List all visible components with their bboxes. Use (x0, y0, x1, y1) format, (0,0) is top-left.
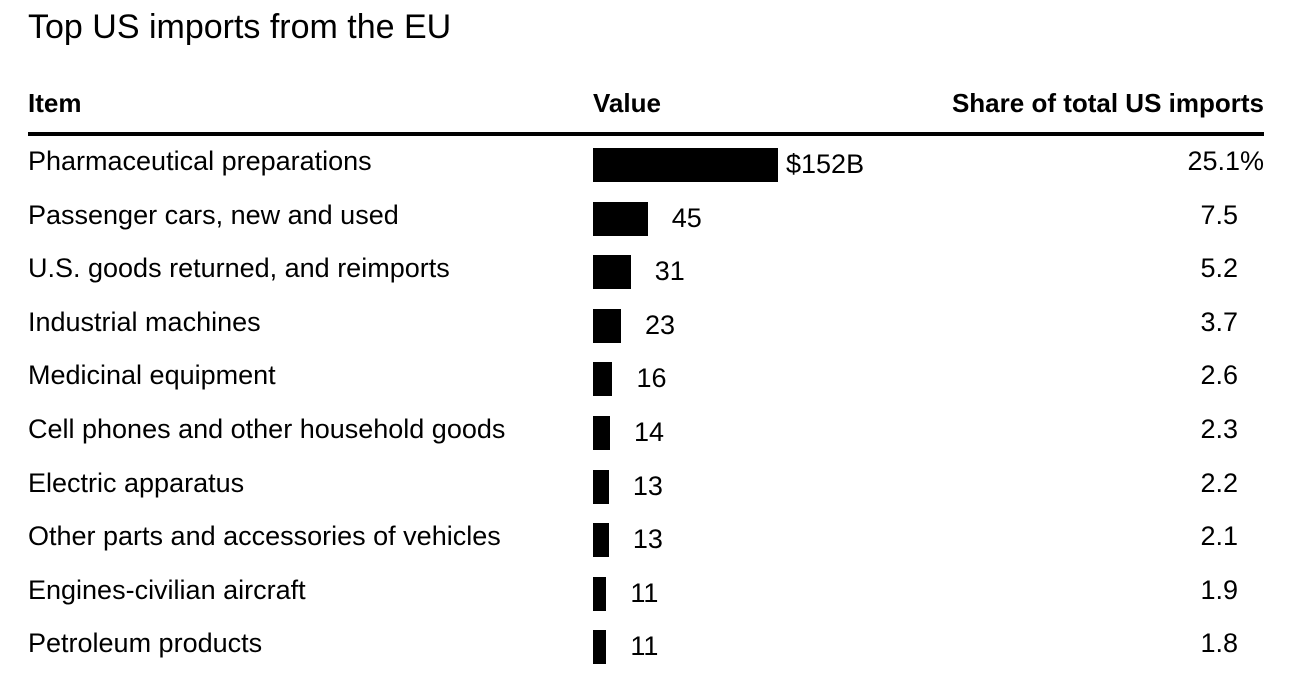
row-label: Pharmaceutical preparations (28, 146, 372, 176)
bar-value-label: 31 (654, 256, 685, 287)
bar (593, 523, 609, 558)
table-row: Industrial machines 23 3.7 (0, 296, 1292, 349)
table-row: Cell phones and other household goods 14 2… (0, 403, 1292, 456)
bar (593, 416, 611, 450)
table-row: Pharmaceutical preparations $152B 25.1% (0, 135, 1292, 188)
bar (593, 255, 631, 290)
column-header-item: Item (28, 88, 82, 118)
share-value: 2.3 (1200, 414, 1238, 444)
table-row: Passenger cars, new and used 45 7.5 (0, 189, 1292, 242)
bar-value-label: 23 (644, 309, 676, 340)
share-value: 5.2 (1200, 253, 1238, 284)
row-label: Engines-civilian aircraft (28, 574, 306, 605)
table-row: U.S. goods returned, and reimports 31 5.2 (0, 242, 1292, 295)
row-label: U.S. goods returned, and reimports (28, 253, 450, 284)
share-value: 3.7 (1200, 306, 1238, 337)
share-value: 25.1% (1187, 146, 1264, 176)
bar-value-label: $152B (786, 149, 865, 179)
row-label: Electric apparatus (28, 467, 245, 498)
share-value: 2.6 (1200, 360, 1238, 391)
column-header-share: Share of total US imports (951, 88, 1264, 118)
chart-title: Top US imports from the EU (28, 8, 452, 46)
row-label: Passenger cars, new and used (28, 199, 399, 230)
bar (593, 308, 621, 343)
share-value: 1.9 (1200, 574, 1238, 605)
row-label: Industrial machines (28, 306, 261, 337)
bar-value-label: 13 (632, 470, 663, 501)
bar-value-label: 11 (630, 577, 659, 608)
row-label: Other parts and accessories of vehicles (28, 521, 501, 552)
share-value: 7.5 (1200, 199, 1238, 230)
table-row: Other parts and accessories of vehicles 1… (0, 510, 1292, 563)
bar (593, 201, 648, 236)
bar-value-label: 13 (632, 524, 663, 555)
bar (593, 576, 607, 611)
header-divider (28, 132, 1264, 136)
bar-value-label: 45 (671, 202, 702, 233)
row-label: Cell phones and other household goods (28, 414, 506, 444)
bar (593, 362, 613, 397)
bar (593, 630, 607, 665)
share-value: 2.2 (1200, 467, 1238, 498)
column-header-value: Value (593, 88, 661, 118)
bar (593, 469, 609, 504)
table-row: Electric apparatus 13 2.2 (0, 457, 1292, 510)
bar-value-label: 11 (630, 631, 659, 662)
bar (593, 148, 778, 182)
share-value: 1.8 (1200, 628, 1238, 659)
table-row: Petroleum products 11 1.8 (0, 617, 1292, 670)
share-value: 2.1 (1200, 521, 1238, 552)
row-label: Petroleum products (28, 628, 263, 659)
table-row: Engines-civilian aircraft 11 1.9 (0, 564, 1292, 617)
bar-value-label: 14 (634, 417, 665, 447)
table-row: Medicinal equipment 16 2.6 (0, 349, 1292, 402)
row-label: Medicinal equipment (28, 360, 276, 391)
bar-value-label: 16 (636, 363, 667, 394)
